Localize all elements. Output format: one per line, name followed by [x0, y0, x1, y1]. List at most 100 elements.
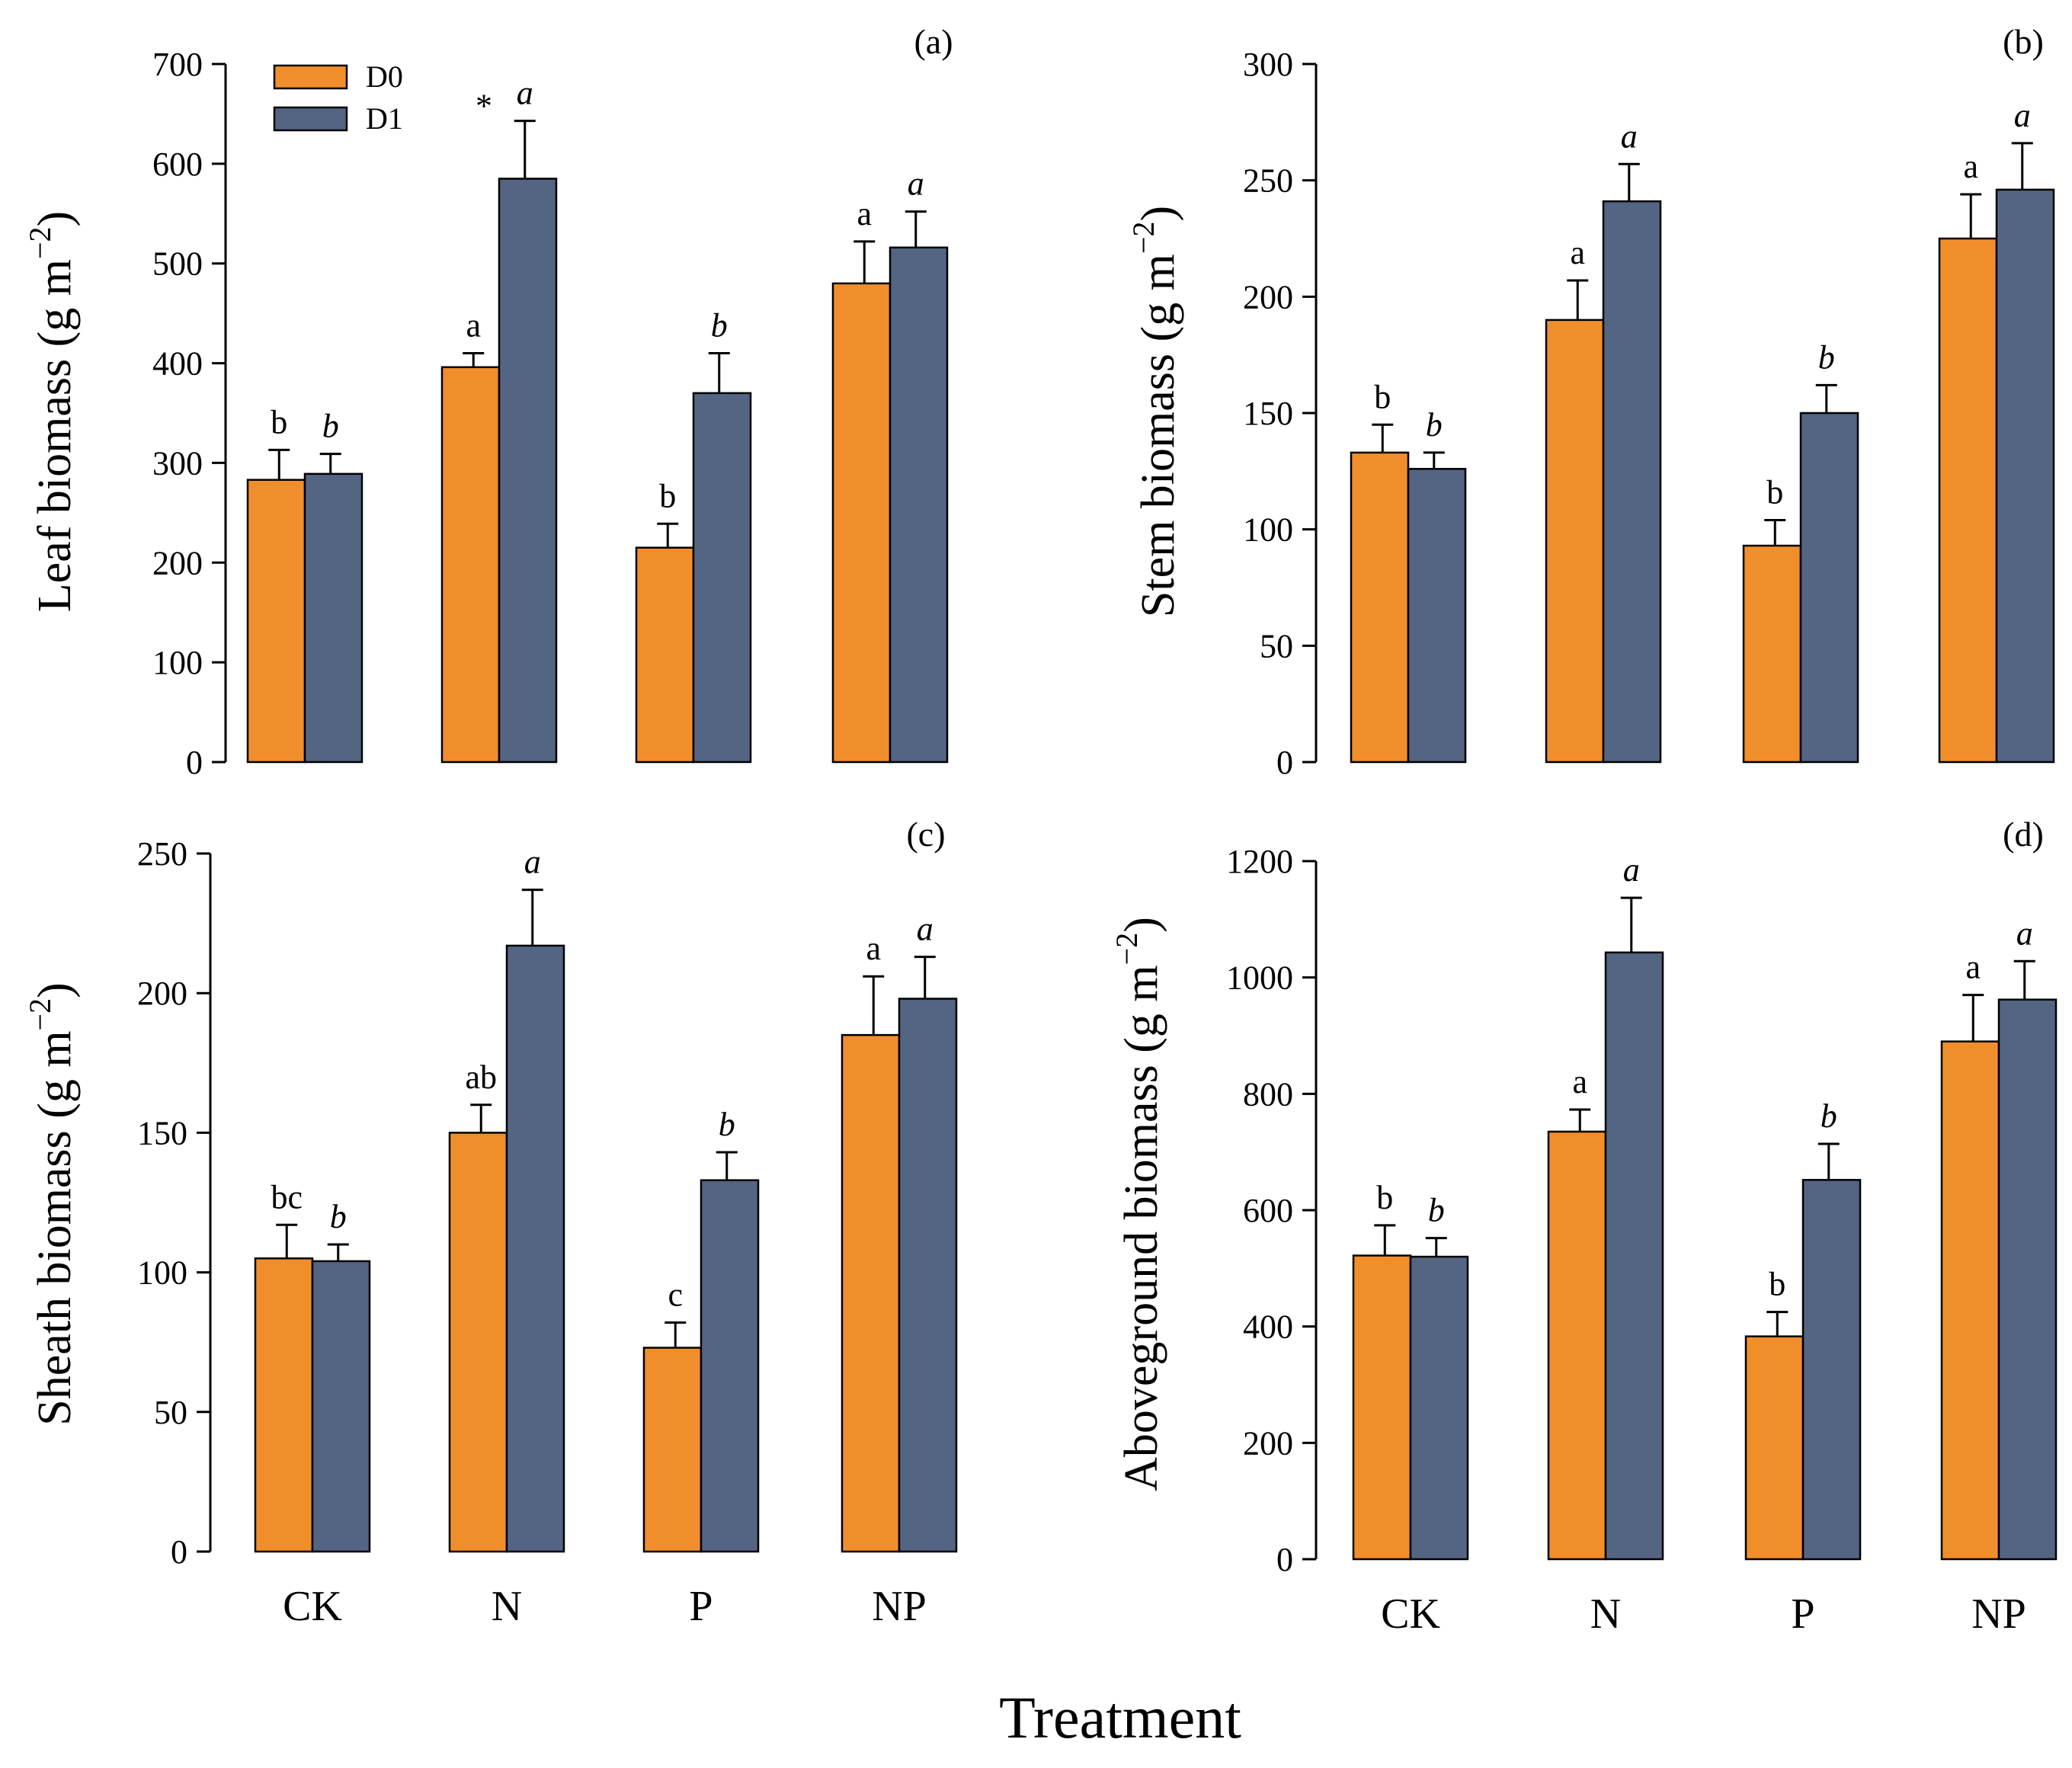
chart-panel-d: 0 200 400 600 800 1000 1200 Aboveground biomass…: [1110, 815, 2058, 1638]
y-tick-label: 0: [1276, 1541, 1293, 1578]
bar-D1-N: [505, 944, 565, 1553]
panel-tag: (c): [906, 815, 945, 854]
x-tick-label-P: P: [689, 1583, 713, 1630]
bar-D1-CK: [311, 1260, 371, 1553]
sig-label-D1-P: b: [1821, 1097, 1837, 1135]
legend-swatch-D1: [273, 106, 348, 132]
x-tick-label-N: N: [492, 1583, 522, 1630]
bar-D1-P: [692, 392, 752, 764]
bar-D1-P: [1801, 1179, 1862, 1561]
sig-label-D0-CK: b: [271, 403, 287, 440]
bar-D0-CK: [254, 1257, 314, 1553]
x-tick-label-P: P: [1791, 1590, 1814, 1638]
x-tick-label-NP: NP: [1971, 1590, 2026, 1638]
sig-label-D0-NP: a: [866, 930, 881, 967]
bar-D0-N: [1545, 319, 1605, 764]
x-tick-label-NP: NP: [872, 1583, 927, 1630]
bar-D0-P: [1742, 544, 1802, 764]
bar-D1-P: [700, 1179, 760, 1553]
x-axis-title: Treatment: [999, 1684, 1241, 1750]
bar-D0-N: [1547, 1130, 1607, 1561]
bar-D0-CK: [1352, 1254, 1412, 1561]
y-tick-label: 100: [137, 1254, 187, 1292]
bar-D1-CK: [1407, 468, 1467, 764]
bar-D0-CK: [246, 479, 306, 764]
y-tick-label: 0: [1276, 744, 1293, 781]
sig-label-D0-P: b: [659, 477, 676, 514]
sig-label-D1-NP: a: [908, 165, 924, 203]
sig-label-D1-N: a: [524, 844, 541, 881]
sig-label-D1-N: a: [517, 75, 533, 112]
sig-label-D0-CK: b: [1376, 1179, 1393, 1216]
bar-D1-CK: [1409, 1255, 1469, 1561]
sig-label-D0-P: b: [1766, 473, 1783, 511]
sig-label-D1-NP: a: [2016, 914, 2033, 952]
bar-D0-P: [1744, 1335, 1805, 1561]
y-tick-label: 0: [186, 744, 203, 781]
x-tick-label-CK: CK: [1381, 1590, 1440, 1638]
y-tick-label: 800: [1243, 1075, 1293, 1113]
bar-D0-N: [440, 366, 501, 764]
y-axis-label: Leaf biomass (g m−2): [23, 211, 81, 612]
bar-D1-N: [1604, 951, 1664, 1561]
y-tick-label: 400: [152, 345, 203, 383]
sig-label-D1-P: b: [719, 1106, 735, 1143]
legend-label-D1: D1: [366, 101, 403, 136]
bar-D1-NP: [1997, 998, 2058, 1561]
sig-label-D1-P: b: [1818, 338, 1835, 376]
y-tick-label: 200: [1243, 1424, 1293, 1462]
chart-panel-c: 0 50 100 150 200 250 Sheath biomass (g m−2) (c)…: [23, 815, 958, 1630]
bar-D0-CK: [1350, 451, 1410, 764]
y-tick-label: 250: [1243, 162, 1293, 200]
bar-D1-P: [1799, 412, 1859, 764]
y-tick-label: 100: [1243, 511, 1293, 549]
chart-panel-b: 0 50 100 150 200 250 300 Stem biomass (g m−2) (b…: [1126, 22, 2055, 781]
y-tick-label: 200: [1243, 278, 1293, 315]
bar-D1-CK: [303, 472, 363, 764]
sig-label-D1-CK: b: [1428, 1192, 1445, 1229]
sig-label-D1-CK: b: [330, 1198, 347, 1235]
x-tick-label-N: N: [1590, 1590, 1621, 1638]
y-tick-label: 250: [137, 835, 187, 873]
sig-label-D1-CK: b: [322, 408, 339, 445]
sig-label-D0-N: ab: [465, 1059, 497, 1096]
bar-D1-NP: [898, 998, 958, 1553]
bar-D0-N: [448, 1132, 508, 1553]
y-tick-label: 50: [154, 1394, 187, 1431]
sig-label-D0-CK: b: [1374, 378, 1391, 415]
sig-label-D1-NP: a: [2014, 97, 2031, 134]
legend-label-D0: D0: [366, 59, 403, 94]
y-tick-label: 1200: [1226, 843, 1293, 880]
y-tick-label: 0: [171, 1533, 187, 1571]
bar-D0-NP: [831, 282, 892, 764]
bar-D0-NP: [841, 1033, 901, 1553]
bar-D1-N: [1602, 200, 1662, 764]
y-tick-label: 200: [152, 544, 203, 581]
panel-tag: (a): [914, 22, 953, 61]
panel-tag: (b): [2003, 22, 2044, 61]
legend-swatch-D0: [273, 64, 348, 90]
bar-D0-P: [635, 546, 695, 764]
y-tick-label: 700: [152, 46, 203, 83]
sig-label-D0-NP: a: [1963, 148, 1978, 185]
bar-D1-NP: [1995, 188, 2055, 764]
sig-label-D0-N: a: [466, 306, 481, 344]
y-tick-label: 100: [152, 644, 203, 681]
sig-label-D0-NP: a: [857, 195, 872, 232]
y-tick-label: 600: [152, 146, 203, 183]
sig-label-D0-NP: a: [1965, 949, 1981, 986]
y-tick-label: 1000: [1226, 959, 1293, 997]
sig-label-D1-CK: b: [1426, 406, 1443, 444]
y-axis-label: Sheath biomass (g m−2): [23, 982, 81, 1426]
y-tick-label: 150: [137, 1114, 187, 1151]
y-tick-label: 50: [1260, 627, 1293, 665]
y-tick-label: 600: [1243, 1192, 1293, 1229]
bar-D0-P: [642, 1347, 703, 1553]
y-axis-label: Stem biomass (g m−2): [1126, 206, 1184, 617]
bar-D0-NP: [1938, 237, 1998, 764]
y-tick-label: 200: [137, 975, 187, 1012]
y-tick-label: 400: [1243, 1308, 1293, 1346]
panel-tag: (d): [2003, 815, 2044, 854]
y-tick-label: 300: [1243, 46, 1293, 83]
